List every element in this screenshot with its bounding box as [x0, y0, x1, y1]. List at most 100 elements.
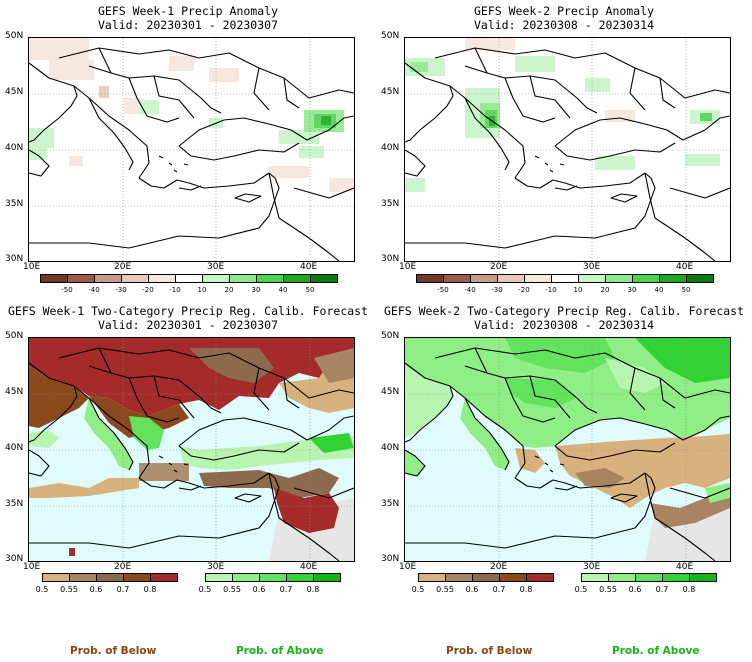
colorbar-swatch [662, 573, 690, 582]
lat-label: 30N [381, 554, 400, 564]
week1-probability-map [28, 337, 355, 562]
lat-label: 45N [5, 87, 24, 97]
colorbar-tick: 30 [627, 286, 637, 294]
week1-anomaly-map [28, 37, 355, 262]
lat-label: 50N [381, 331, 400, 341]
anomaly-colorbar: -50 -40 -30 -20 -10 10 20 30 40 50 [416, 274, 716, 296]
colorbar-swatch [96, 573, 124, 582]
colorbar-swatch [229, 274, 257, 283]
colorbar-swatch [123, 573, 151, 582]
colorbar-swatch [605, 274, 633, 283]
colorbar-swatch [635, 573, 663, 582]
colorbar-tick: 0.8 [682, 585, 696, 594]
colorbar-tick: 0.55 [60, 585, 78, 594]
colorbar-swatch [443, 274, 471, 283]
colorbar-swatch [578, 274, 606, 283]
colorbar-swatch [202, 274, 230, 283]
colorbar-swatch [632, 274, 660, 283]
colorbar-tick: -40 [88, 286, 100, 294]
panel-title: GEFS Week-1 Two-Category Precip Reg. Cal… [7, 304, 369, 318]
colorbar-swatch [686, 274, 714, 283]
panel-title: GEFS Week-2 Two-Category Precip Reg. Cal… [383, 304, 745, 318]
lon-label: 40E [676, 262, 694, 272]
lon-label: 20E [490, 562, 508, 572]
colorbar-tick: -30 [491, 286, 503, 294]
colorbar-swatch [526, 573, 554, 582]
lon-label: 10E [399, 562, 417, 572]
lon-label: 20E [490, 262, 508, 272]
week2-anomaly-panel: GEFS Week-2 Precip Anomaly Valid: 202303… [376, 0, 752, 300]
colorbar-swatch [551, 274, 579, 283]
prob-above-label: Prob. of Above [612, 645, 700, 657]
colorbar-swatch [286, 573, 314, 582]
colorbar-tick: -10 [169, 286, 181, 294]
colorbar-tick: 0.5 [35, 585, 49, 594]
lat-label: 50N [5, 31, 24, 41]
lat-label: 45N [381, 87, 400, 97]
colorbar-tick: 0.7 [116, 585, 130, 594]
lon-label: 30E [207, 262, 225, 272]
colorbar-swatch [40, 274, 68, 283]
lon-label: 20E [114, 562, 132, 572]
colorbar-tick: 40 [278, 286, 288, 294]
lat-label: 40N [5, 143, 24, 153]
colorbar-tick: 0.7 [279, 585, 293, 594]
colorbar-swatch [148, 274, 176, 283]
colorbar-tick: 0.7 [655, 585, 669, 594]
colorbar-tick: 50 [681, 286, 691, 294]
lat-label: 40N [5, 443, 24, 453]
week2-anomaly-map [404, 37, 731, 262]
colorbar-swatch [69, 573, 97, 582]
colorbar-swatch [150, 573, 178, 582]
colorbar-tick: 30 [251, 286, 261, 294]
colorbar-tick: -20 [518, 286, 530, 294]
colorbar-swatch [42, 573, 70, 582]
week2-probability-map [404, 337, 731, 562]
colorbar-tick: 0.7 [492, 585, 506, 594]
colorbar-tick: -30 [115, 286, 127, 294]
colorbar-swatch [416, 274, 444, 283]
colorbar-tick: 10 [197, 286, 207, 294]
lat-label: 40N [381, 443, 400, 453]
lon-label: 40E [300, 562, 318, 572]
lat-label: 45N [5, 387, 24, 397]
colorbar-swatch [313, 573, 341, 582]
lat-label: 35N [5, 199, 24, 209]
colorbar-tick: 20 [600, 286, 610, 294]
colorbar-swatch [659, 274, 687, 283]
lon-label: 40E [300, 262, 318, 272]
lon-label: 20E [114, 262, 132, 272]
colorbar-tick: -10 [545, 286, 557, 294]
colorbar-swatch [256, 274, 284, 283]
colorbar-swatch [67, 274, 95, 283]
colorbar-swatch [94, 274, 122, 283]
colorbar-swatch [581, 573, 609, 582]
colorbar-tick: -50 [437, 286, 449, 294]
week1-probability-panel: GEFS Week-1 Two-Category Precip Reg. Cal… [0, 300, 376, 600]
colorbar-tick: 40 [654, 286, 664, 294]
colorbar-tick: 0.55 [223, 585, 241, 594]
colorbar-tick: 0.6 [465, 585, 479, 594]
colorbar-swatch [689, 573, 717, 582]
lat-label: 35N [5, 499, 24, 509]
lat-label: 40N [381, 143, 400, 153]
lat-label: 45N [381, 387, 400, 397]
colorbar-swatch [121, 274, 149, 283]
colorbar-tick: 0.6 [89, 585, 103, 594]
colorbar-swatch [470, 274, 498, 283]
colorbar-tick: 0.6 [252, 585, 266, 594]
lon-label: 30E [583, 562, 601, 572]
lat-label: 50N [381, 31, 400, 41]
colorbar-tick: 0.8 [306, 585, 320, 594]
panel-title: GEFS Week-1 Precip Anomaly [97, 4, 278, 18]
colorbar-tick: 0.5 [411, 585, 425, 594]
lon-label: 30E [583, 262, 601, 272]
lat-label: 35N [381, 199, 400, 209]
colorbar-tick: -40 [464, 286, 476, 294]
lon-label: 10E [23, 562, 41, 572]
colorbar-swatch [205, 573, 233, 582]
colorbar-tick: -50 [61, 286, 73, 294]
week1-anomaly-panel: GEFS Week-1 Precip Anomaly Valid: 202303… [0, 0, 376, 300]
colorbar-swatch [497, 274, 525, 283]
colorbar-swatch [418, 573, 446, 582]
